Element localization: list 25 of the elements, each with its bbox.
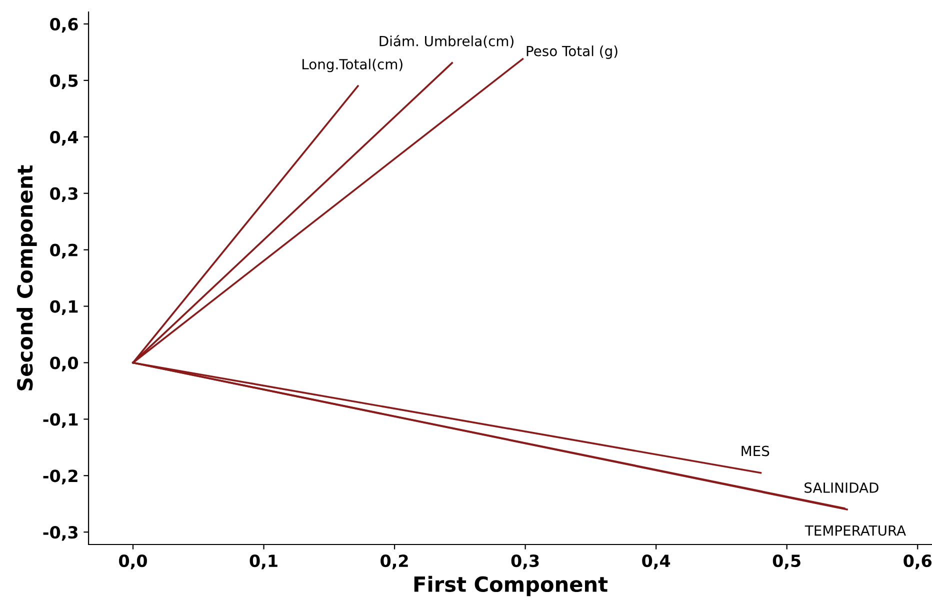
y-tick-label: 0,2 <box>50 244 78 258</box>
annotation: TEMPERATURA <box>804 525 906 536</box>
x-tick-label: 0,4 <box>642 554 670 570</box>
y-tick-label: 0,3 <box>50 187 78 202</box>
x-tick-label: 0,5 <box>772 554 800 570</box>
y-axis-title: Second Component <box>16 165 37 390</box>
annotation: Peso Total (g) <box>526 46 618 59</box>
x-tick-label: 0,3 <box>511 554 539 570</box>
y-tick-label: -0,3 <box>43 526 78 541</box>
x-tick-label: 0,2 <box>380 554 408 570</box>
annotation: Diám. Umbrela(cm) <box>380 35 514 48</box>
y-tick-label: 0,1 <box>50 300 78 315</box>
annotation: SALINIDAD <box>804 482 878 493</box>
y-tick-label: -0,1 <box>43 413 78 428</box>
y-tick-label: 0,5 <box>50 74 78 90</box>
y-tick-label: 0,0 <box>50 356 78 372</box>
x-tick-label: 0,0 <box>119 554 147 570</box>
annotation: MES <box>742 446 770 456</box>
x-tick-label: 0,1 <box>250 554 278 570</box>
x-axis-title: First Component <box>414 576 608 596</box>
y-tick-label: -0,2 <box>43 470 78 484</box>
x-tick-label: 0,6 <box>904 554 932 570</box>
y-tick-label: 0,4 <box>50 130 78 146</box>
y-tick-label: 0,6 <box>50 18 78 33</box>
annotation: Long.Total(cm) <box>302 58 402 72</box>
